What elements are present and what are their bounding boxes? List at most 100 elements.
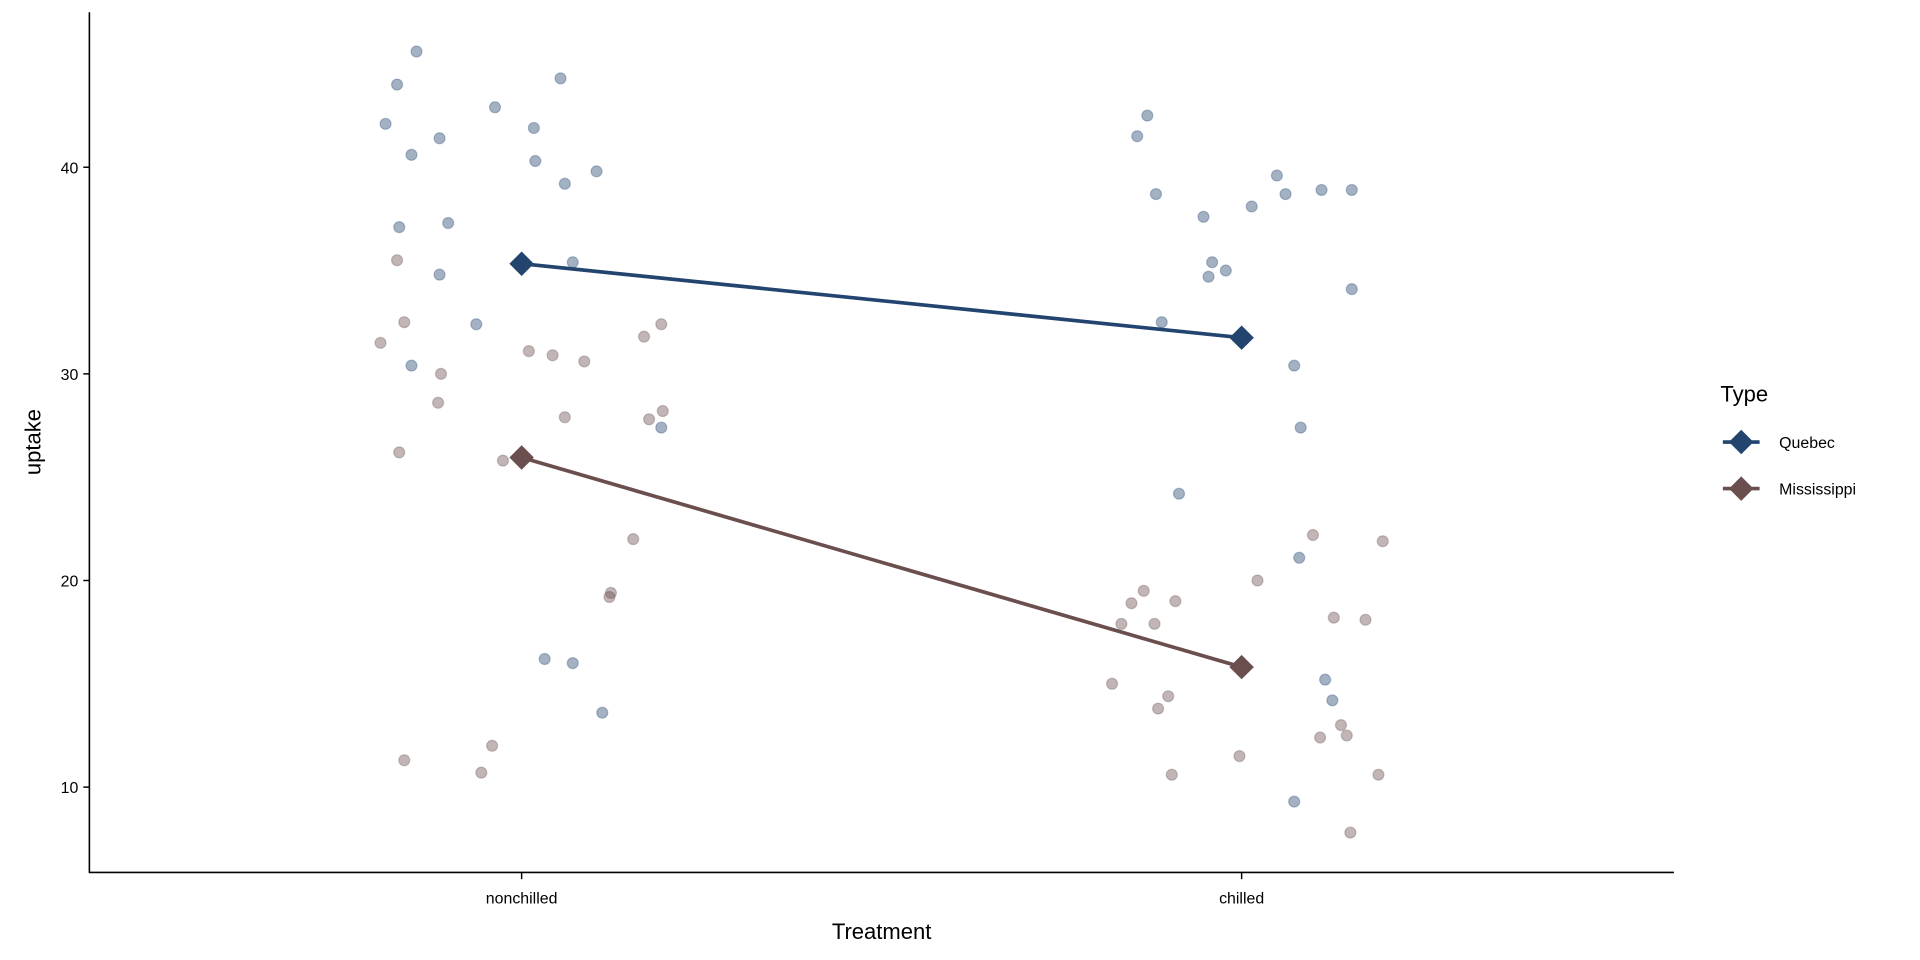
data-point-mississippi (496, 454, 510, 467)
data-point-quebec (470, 318, 483, 331)
data-point-mississippi (655, 318, 668, 331)
mean-marker-quebec (509, 251, 534, 276)
data-point-mississippi (637, 330, 651, 343)
data-point-mississippi (1327, 611, 1340, 624)
data-point-quebec (1219, 264, 1232, 277)
data-point-mississippi (374, 336, 387, 349)
data-point-mississippi (656, 404, 669, 418)
data-point-quebec (1172, 487, 1186, 500)
data-point-quebec (393, 221, 406, 234)
data-point-mississippi (1359, 613, 1372, 626)
data-point-mississippi (398, 316, 411, 329)
data-point-quebec (655, 421, 668, 434)
data-point-mississippi (434, 367, 448, 380)
mean-marker-mississippi (509, 445, 534, 470)
x-tick-label: chilled (1219, 891, 1264, 908)
data-point-mississippi (1151, 702, 1165, 715)
data-point-quebec (1293, 551, 1306, 564)
legend-label-mississippi: Mississippi (1779, 482, 1856, 499)
data-point-mississippi (1115, 617, 1128, 630)
data-point-quebec (590, 165, 603, 178)
data-point-quebec (488, 101, 502, 114)
data-point-mississippi (1169, 595, 1182, 608)
x-tick-label: nonchilled (486, 891, 558, 908)
x-axis-title: Treatment (832, 919, 932, 944)
data-point-quebec (1205, 256, 1219, 269)
data-point-mississippi (603, 590, 616, 604)
data-point-quebec (1141, 109, 1154, 122)
data-point-quebec (1345, 283, 1358, 296)
data-point-quebec (596, 706, 609, 719)
data-point-mississippi (1313, 731, 1327, 744)
y-tick-label: 40 (61, 160, 79, 177)
data-point-mississippi (642, 413, 656, 426)
data-point-mississippi (1148, 617, 1161, 630)
data-point-quebec (1288, 795, 1301, 808)
x-ticks: nonchilled chilled (486, 873, 1264, 908)
legend-label-quebec: Quebec (1779, 435, 1835, 452)
data-point-quebec (1155, 316, 1168, 329)
data-point-quebec (379, 117, 392, 130)
data-point-quebec (1279, 187, 1292, 201)
data-point-mississippi (431, 396, 445, 409)
data-point-quebec (405, 148, 418, 161)
data-point-mississippi (475, 766, 488, 779)
data-point-mississippi (393, 446, 406, 459)
data-point-quebec (405, 359, 418, 372)
data-point-mississippi (1251, 574, 1264, 587)
data-point-quebec (558, 177, 571, 190)
data-point-mississippi (1376, 535, 1389, 548)
data-point-mississippi (558, 411, 571, 424)
data-point-mississippi (522, 345, 535, 358)
data-point-mississippi (604, 586, 618, 600)
data-point-mississippi (1165, 768, 1178, 781)
legend-title: Type (1720, 382, 1768, 407)
data-point-quebec (1245, 200, 1258, 213)
data-point-mississippi (546, 349, 559, 362)
data-point-quebec (410, 45, 423, 58)
data-point-mississippi (390, 254, 404, 267)
y-tick-label: 10 (61, 780, 79, 797)
data-point-mississippi (1125, 597, 1138, 610)
data-point-mississippi (1162, 690, 1175, 703)
data-point-quebec (1131, 130, 1144, 143)
y-tick-label: 20 (61, 574, 79, 591)
mean-line-mississippi (521, 455, 1243, 669)
legend-key-diamond (1728, 476, 1754, 501)
data-point-quebec (554, 72, 567, 85)
legend-key-diamond (1728, 429, 1754, 455)
data-point-quebec (1288, 359, 1301, 372)
data-point-mississippi (1137, 584, 1150, 597)
data-point-quebec (529, 154, 542, 168)
data-point-quebec (1149, 187, 1163, 201)
data-point-quebec (390, 78, 404, 91)
data-point-mississippi (1105, 677, 1119, 690)
data-point-quebec (566, 256, 579, 269)
mean-marker-quebec (1229, 325, 1254, 350)
data-point-quebec (538, 652, 551, 666)
data-point-mississippi (1340, 729, 1353, 742)
data-point-mississippi (398, 754, 411, 767)
data-point-mississippi (1306, 528, 1320, 542)
data-point-quebec (442, 216, 455, 230)
data-point-mississippi (1372, 768, 1385, 781)
data-point-mississippi (485, 739, 499, 752)
data-point-mississippi (627, 533, 640, 546)
data-point-quebec (1345, 183, 1358, 197)
data-point-quebec (433, 132, 446, 145)
data-point-quebec (527, 121, 540, 135)
data-point-quebec (1270, 169, 1284, 182)
data-point-mississippi (1344, 826, 1357, 839)
mean-lines-layer (509, 251, 1254, 680)
data-point-quebec (1315, 183, 1328, 197)
data-point-quebec (1319, 673, 1332, 686)
data-point-mississippi (578, 355, 591, 368)
data-point-mississippi (1233, 750, 1246, 763)
data-point-mississippi (1334, 719, 1348, 732)
points-layer (374, 45, 1389, 839)
data-point-quebec (433, 268, 446, 281)
data-point-quebec (1294, 421, 1307, 434)
y-ticks: 10 20 30 40 (61, 160, 90, 797)
data-point-quebec (1202, 270, 1215, 283)
